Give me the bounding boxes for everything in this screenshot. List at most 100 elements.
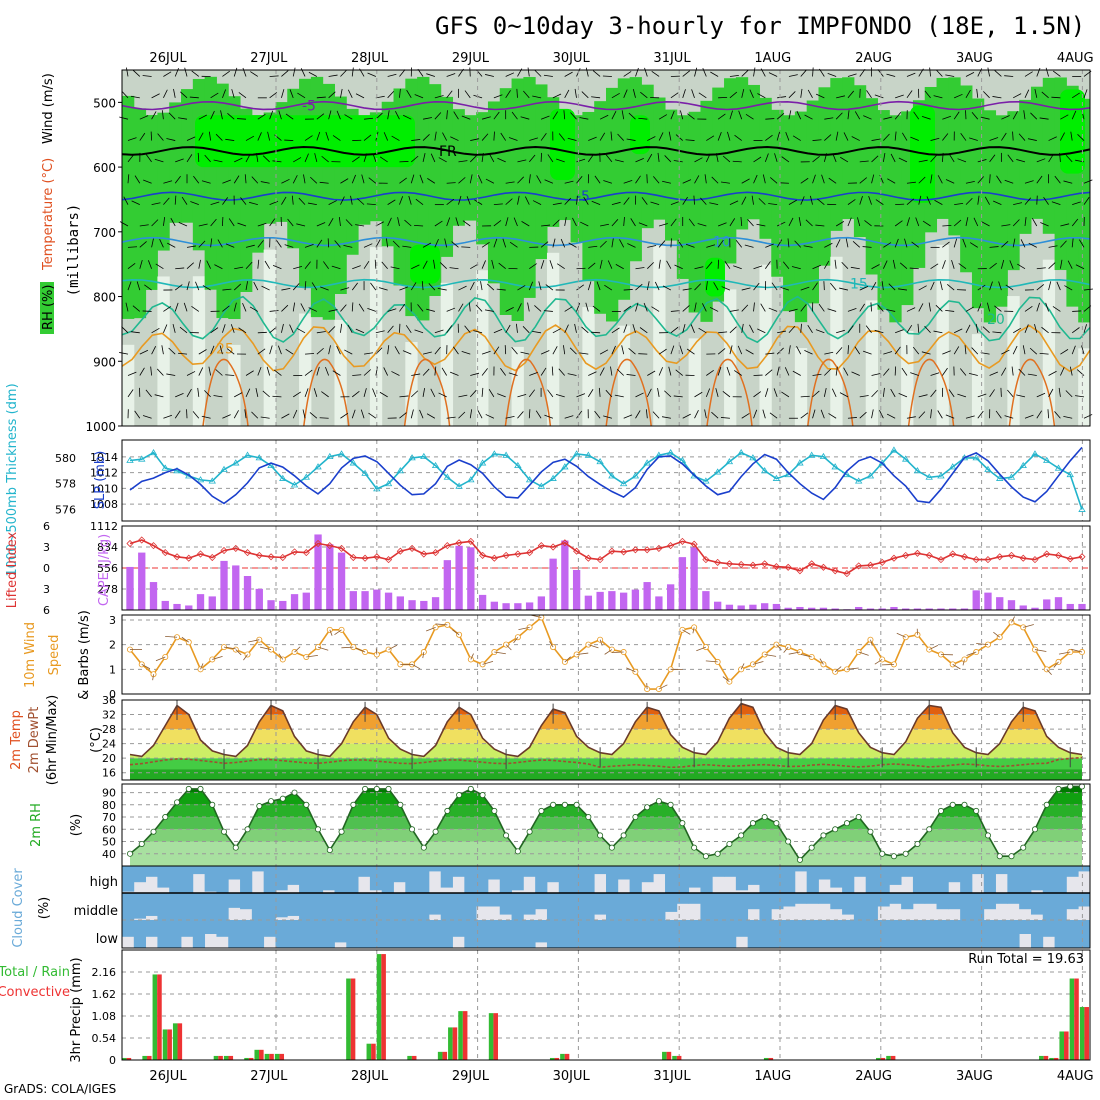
wind-barb (166, 373, 176, 376)
rh-band (617, 78, 631, 300)
wind-barb (275, 239, 282, 248)
cloud-high-bar (535, 866, 548, 893)
thickness-point (149, 448, 158, 456)
wind-barb (517, 176, 525, 184)
wind-barb (989, 262, 997, 270)
wind-barb (564, 197, 572, 205)
wind-barb (875, 199, 884, 205)
wind-barb (614, 159, 624, 163)
wind-barb (646, 281, 650, 291)
wind-barb (892, 259, 896, 269)
rh-band (499, 88, 513, 315)
cloud-middle-bar (877, 893, 890, 907)
cloud-low-bar (417, 920, 430, 948)
wind-10m-barb (993, 631, 1000, 638)
cape-bar (831, 608, 839, 610)
wind-barb (316, 239, 323, 248)
cloud-middle-bar (287, 893, 300, 916)
wind-barb (647, 262, 654, 269)
wind-barb (323, 261, 329, 269)
cape-bar (984, 592, 992, 610)
wind-barb (1001, 132, 1007, 141)
cape-bar (572, 569, 581, 610)
wind-barb (729, 218, 736, 227)
wind-barb (581, 326, 589, 334)
wind-barb (351, 409, 356, 419)
wind-barb (1009, 260, 1014, 269)
wind-barb (951, 259, 955, 269)
wind-barb (532, 330, 542, 334)
wind-barb (1059, 152, 1061, 162)
wind-barb (175, 267, 185, 270)
cloud-high-bar (440, 866, 453, 888)
wind-barb (552, 219, 560, 227)
rh-2m-point (597, 832, 604, 839)
wind-barb (800, 88, 803, 98)
date-label-top: 29JUL (452, 51, 490, 66)
wind-barb (336, 345, 341, 355)
cape-bar (725, 604, 734, 610)
wind-barb (139, 349, 149, 355)
lifted-index-point (408, 544, 416, 552)
precip-total-bar (1049, 1057, 1054, 1060)
wind-barb (186, 136, 196, 141)
cloud-high-bar (783, 866, 796, 893)
wind-barb (883, 242, 892, 248)
cloud-high-bar (759, 866, 772, 893)
wind-barb (906, 324, 913, 334)
wind-barb (705, 281, 708, 291)
cloud-low-bar (393, 920, 406, 948)
thickness-point (467, 476, 475, 483)
rh-band (960, 85, 973, 273)
wind-barb (965, 217, 969, 227)
lifted-index-point (290, 548, 299, 556)
thickness-point (937, 472, 945, 479)
wind-barb (320, 286, 329, 291)
cloud-middle-bar (924, 893, 937, 904)
wind-barb (474, 199, 483, 205)
wind-barb (862, 350, 872, 355)
wind-barb (515, 323, 518, 333)
lifted-index-point (1019, 554, 1027, 562)
isotherm-line (121, 295, 1091, 344)
wind-barb (1036, 302, 1040, 312)
cape-bar (1031, 607, 1039, 610)
cloud-middle-bar (724, 893, 737, 920)
wind-barb (953, 111, 960, 120)
wind-10m-barb (819, 658, 824, 665)
wind-barb (674, 264, 683, 270)
temp-tick-label: 32 (102, 709, 116, 722)
wind-barb (788, 91, 796, 99)
wind-barb (757, 328, 766, 334)
cloud-middle-bar (204, 893, 217, 920)
wind-barb (296, 223, 306, 227)
wind-barb (552, 111, 558, 120)
wind-barb (142, 75, 152, 77)
wind-barb (776, 221, 786, 227)
wind-barb (987, 67, 990, 77)
precip-conv-bar (768, 1057, 774, 1060)
thickness-point (220, 465, 228, 472)
wind-barb (791, 266, 801, 270)
wind-barb (302, 409, 306, 419)
precip-total-bar (142, 1055, 147, 1060)
wind-barb (163, 324, 168, 333)
wind-barb (762, 174, 766, 184)
thickness-point (631, 472, 640, 479)
wind-barb (281, 304, 289, 312)
wind-barb (543, 310, 553, 312)
wind-barb (670, 110, 675, 120)
lifted-index-point (396, 547, 404, 555)
cloud-low-bar (971, 920, 985, 948)
wind-barb (1060, 240, 1067, 248)
wind-barb (293, 265, 303, 270)
wind-speed-point (902, 634, 909, 641)
wind-barb (392, 240, 400, 248)
cloud-high-bar (417, 866, 430, 893)
wind-barb (304, 281, 307, 291)
lifted-index-point (620, 548, 628, 556)
wind-barb (724, 261, 731, 269)
thickness-point (772, 474, 781, 481)
wind-barb (713, 282, 719, 291)
rh-tick-label: 90 (102, 787, 116, 800)
